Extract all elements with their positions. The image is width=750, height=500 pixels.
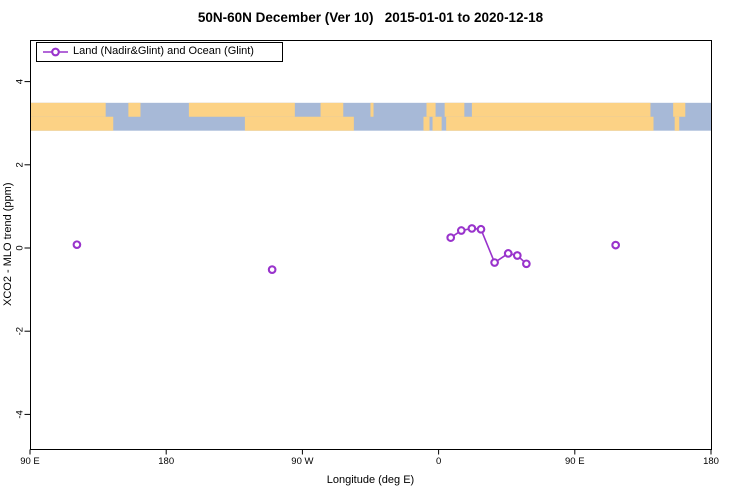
x-tick-label: 90 E bbox=[20, 456, 40, 467]
data-point-marker bbox=[512, 251, 522, 260]
map-land bbox=[244, 116, 354, 131]
map-land bbox=[444, 102, 465, 117]
data-point-marker bbox=[522, 259, 531, 269]
map-land bbox=[320, 102, 344, 117]
map-land bbox=[128, 102, 141, 117]
x-tick-label: 90 E bbox=[565, 456, 585, 467]
y-tick-label: 2 bbox=[15, 162, 26, 167]
y-axis-title: XCO2 - MLO trend (ppm) bbox=[2, 182, 14, 307]
data-point-marker bbox=[267, 265, 277, 274]
map-land bbox=[188, 102, 295, 117]
map-land bbox=[426, 102, 436, 117]
data-point-marker bbox=[490, 258, 499, 267]
data-point-marker bbox=[611, 240, 621, 250]
x-axis-title: Longitude (deg E) bbox=[326, 474, 415, 486]
legend-marker-icon bbox=[51, 47, 60, 57]
legend-label: Land (Nadir&Glint) and Ocean (Glint) bbox=[73, 45, 254, 57]
map-land bbox=[432, 116, 442, 131]
x-tick-label: 180 bbox=[703, 456, 719, 467]
map-land bbox=[471, 102, 651, 117]
x-axis-ticks: 90 E 180 90 W 0 90 E 180 bbox=[20, 449, 719, 467]
map-land bbox=[30, 102, 106, 117]
plot-border bbox=[30, 40, 712, 450]
x-tick-label: 180 bbox=[158, 456, 174, 467]
x-tick-label: 90 W bbox=[291, 456, 313, 467]
plot-border-rect bbox=[30, 40, 712, 450]
map-land bbox=[30, 116, 114, 131]
data-point-marker bbox=[456, 226, 466, 235]
map-land bbox=[446, 116, 654, 131]
data-point-marker bbox=[476, 224, 486, 234]
map-land bbox=[674, 116, 680, 131]
legend-box-group bbox=[36, 42, 283, 62]
legend-box bbox=[36, 42, 283, 62]
chart-title: 50N-60N December (Ver 10) 2015-01-01 to … bbox=[197, 10, 544, 25]
data-point-marker bbox=[503, 249, 513, 258]
x-tick-label: 0 bbox=[436, 456, 441, 467]
map-strip bbox=[30, 102, 711, 131]
y-axis-ticks: -4 -2 0 2 4 bbox=[15, 79, 31, 419]
y-tick-label: 0 bbox=[15, 245, 26, 250]
map-land bbox=[423, 116, 430, 131]
map-land bbox=[673, 102, 686, 117]
data-point-marker bbox=[72, 240, 82, 250]
y-tick-label: -2 bbox=[15, 327, 26, 335]
y-tick-label: -4 bbox=[15, 410, 26, 418]
data-point-marker bbox=[446, 233, 456, 242]
map-land bbox=[370, 102, 374, 117]
data-series bbox=[72, 224, 621, 274]
data-point-marker bbox=[467, 224, 477, 233]
y-tick-label: 4 bbox=[15, 79, 26, 84]
